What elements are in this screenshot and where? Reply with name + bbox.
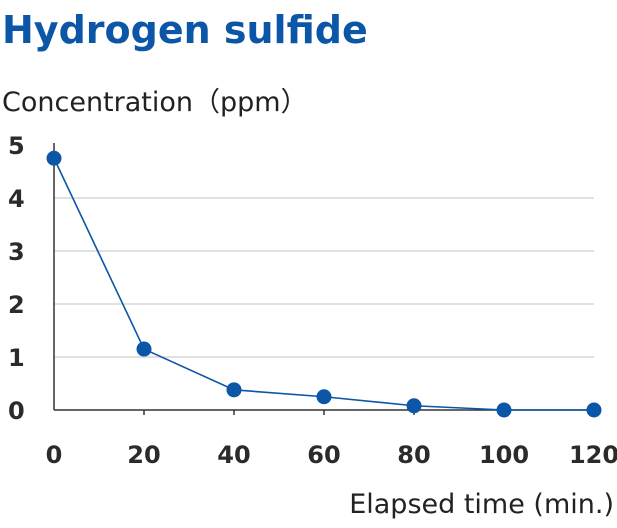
data-point xyxy=(136,341,152,357)
y-tick-label: 2 xyxy=(8,291,25,319)
x-tick-label: 120 xyxy=(569,441,617,469)
x-axis-label: Elapsed time (min.) xyxy=(349,489,614,520)
x-tick-label: 0 xyxy=(46,441,63,469)
data-point xyxy=(46,150,62,166)
data-point xyxy=(496,402,512,418)
data-point xyxy=(226,382,242,398)
y-tick-labels: 0 1 2 3 4 5 xyxy=(8,132,25,425)
x-tick-label: 40 xyxy=(217,441,250,469)
chart-title: Hydrogen sulfide xyxy=(2,8,368,52)
y-tick-label: 0 xyxy=(8,397,25,425)
y-axis-label: Concentration（ppm） xyxy=(2,87,308,118)
series-line xyxy=(53,157,594,411)
data-point xyxy=(586,402,602,418)
axes xyxy=(53,143,595,415)
x-tick-label: 60 xyxy=(307,441,340,469)
gridlines xyxy=(54,197,594,358)
data-point xyxy=(316,389,332,405)
data-series xyxy=(46,150,602,418)
y-tick-label: 3 xyxy=(8,238,25,266)
x-tick-label: 20 xyxy=(127,441,160,469)
y-tick-label: 1 xyxy=(8,344,25,372)
x-tick-label: 80 xyxy=(397,441,430,469)
y-tick-label: 5 xyxy=(8,132,25,160)
x-tick-label: 100 xyxy=(479,441,529,469)
x-tick-labels: 0 20 40 60 80 100 120 xyxy=(46,441,617,469)
y-tick-label: 4 xyxy=(8,185,25,213)
data-point xyxy=(406,398,422,414)
